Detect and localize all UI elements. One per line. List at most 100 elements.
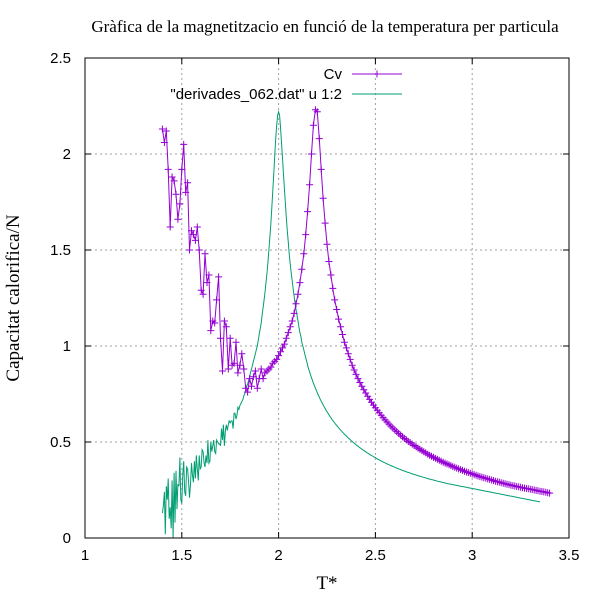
cv-data-point — [304, 208, 312, 216]
cv-data-point — [329, 284, 337, 292]
cv-data-point — [348, 361, 356, 369]
cv-data-point — [162, 127, 170, 135]
cv-data-point — [240, 365, 248, 373]
y-tick-label: 1.5 — [50, 242, 71, 259]
cv-data-point — [354, 375, 362, 383]
cv-data-point — [251, 367, 259, 375]
cv-data-point — [211, 319, 219, 327]
legend-marker-cv — [373, 70, 381, 78]
cv-data-point — [160, 139, 168, 146]
cv-data-point — [236, 361, 244, 369]
cv-data-point — [166, 223, 174, 231]
cv-data-point — [195, 246, 203, 254]
cv-data-point — [158, 125, 166, 133]
series-line-cv — [161, 108, 550, 494]
cv-data-point — [280, 340, 288, 348]
cv-data-point — [249, 373, 257, 381]
y-tick-label: 1 — [63, 338, 71, 355]
cv-data-point — [168, 173, 176, 181]
cv-data-point — [337, 323, 345, 331]
y-tick-label: 2.5 — [50, 50, 71, 67]
x-tick-label: 1.5 — [171, 547, 192, 564]
cv-data-point — [333, 306, 341, 313]
series-line-derivades — [161, 109, 541, 539]
x-tick-label: 3.5 — [559, 547, 580, 564]
y-tick-label: 0 — [63, 530, 71, 547]
cv-data-point — [302, 231, 310, 239]
axis-ticks: 1 1.5 2 2.5 3 3.5 0 0.5 1 1.5 2 2.5 — [50, 50, 579, 564]
y-axis-label: Capacitat calorifica/N — [3, 214, 24, 381]
cv-data-point — [340, 338, 348, 346]
grid — [85, 58, 569, 538]
cv-data-point — [294, 290, 302, 298]
cv-data-point — [199, 290, 207, 298]
cv-data-point — [319, 194, 327, 202]
cv-data-point — [288, 317, 296, 325]
cv-data-point — [490, 477, 497, 485]
cv-data-point — [234, 369, 242, 377]
cv-data-point — [219, 367, 226, 375]
legend-label-derivades: "derivades_062.dat" u 1:2 — [170, 86, 342, 103]
cv-data-point — [176, 200, 184, 208]
cv-data-point — [282, 334, 290, 342]
x-tick-label: 1 — [81, 547, 89, 564]
cv-data-point — [296, 279, 304, 287]
cv-data-point — [331, 296, 339, 304]
cv-data-point — [495, 478, 503, 486]
cv-data-point — [201, 250, 209, 258]
cv-data-point — [300, 250, 308, 258]
cv-data-point — [290, 309, 298, 317]
cv-data-point — [170, 177, 178, 185]
cv-data-point — [207, 327, 215, 335]
cv-data-point — [205, 271, 213, 279]
cv-data-point — [309, 121, 317, 129]
cv-data-point — [546, 489, 554, 497]
cv-data-point — [178, 165, 186, 173]
cv-data-point — [186, 246, 193, 254]
cv-data-point — [352, 370, 360, 378]
cv-data-point — [335, 315, 343, 323]
cv-data-point — [286, 323, 294, 331]
y-tick-label: 0.5 — [50, 434, 71, 451]
cv-data-point — [188, 227, 195, 235]
cv-data-point — [317, 165, 325, 173]
x-tick-label: 2.5 — [365, 547, 386, 564]
cv-data-point — [277, 348, 284, 356]
cv-data-point — [244, 388, 252, 396]
cv-data-point — [232, 338, 240, 346]
cv-data-point — [215, 273, 223, 281]
cv-data-point — [164, 165, 172, 173]
cv-data-point — [238, 350, 246, 358]
cv-data-point — [339, 331, 346, 338]
cv-data-point — [267, 363, 275, 371]
cv-data-point — [321, 219, 329, 227]
chart-title: Gràfica de la magnetitzacio en funció de… — [91, 17, 559, 36]
cv-data-point — [275, 352, 283, 360]
cv-data-point — [182, 188, 190, 196]
cv-data-point — [193, 223, 201, 231]
cv-data-point — [259, 375, 267, 383]
x-tick-label: 3 — [468, 547, 476, 564]
x-axis-label: T* — [316, 573, 337, 594]
cv-data-point — [197, 286, 205, 294]
cv-data-point — [172, 190, 180, 198]
cv-data-point — [298, 265, 306, 273]
cv-data-point — [292, 300, 300, 308]
cv-data-point — [184, 179, 192, 187]
cv-data-point — [306, 181, 314, 189]
cv-data-point — [284, 329, 292, 337]
cv-data-point — [313, 108, 321, 116]
cv-data-point — [257, 365, 265, 373]
cv-data-point — [191, 236, 199, 244]
cv-data-point — [344, 350, 352, 358]
cv-data-point — [315, 135, 323, 143]
cv-data-point — [350, 366, 358, 374]
cv-data-point — [325, 258, 333, 265]
cv-data-point — [248, 382, 255, 390]
cv-data-point — [279, 344, 286, 352]
cv-data-point — [217, 334, 224, 342]
cv-data-point — [246, 375, 254, 383]
cv-data-point — [230, 359, 238, 367]
cv-data-point — [174, 215, 182, 223]
